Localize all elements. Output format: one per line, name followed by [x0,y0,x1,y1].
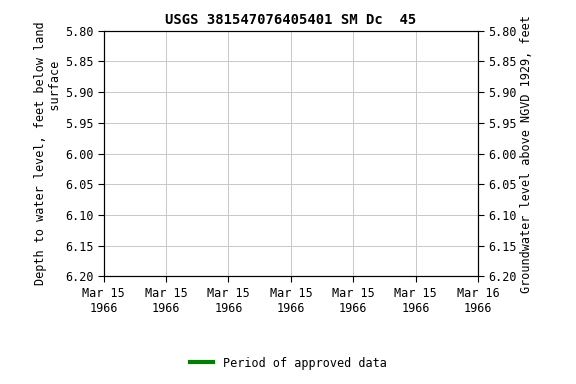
Title: USGS 381547076405401 SM Dc  45: USGS 381547076405401 SM Dc 45 [165,13,416,27]
Y-axis label: Depth to water level, feet below land
                   surface: Depth to water level, feet below land su… [34,22,62,285]
Legend: Period of approved data: Period of approved data [185,352,391,374]
Y-axis label: Groundwater level above NGVD 1929, feet: Groundwater level above NGVD 1929, feet [520,15,533,293]
